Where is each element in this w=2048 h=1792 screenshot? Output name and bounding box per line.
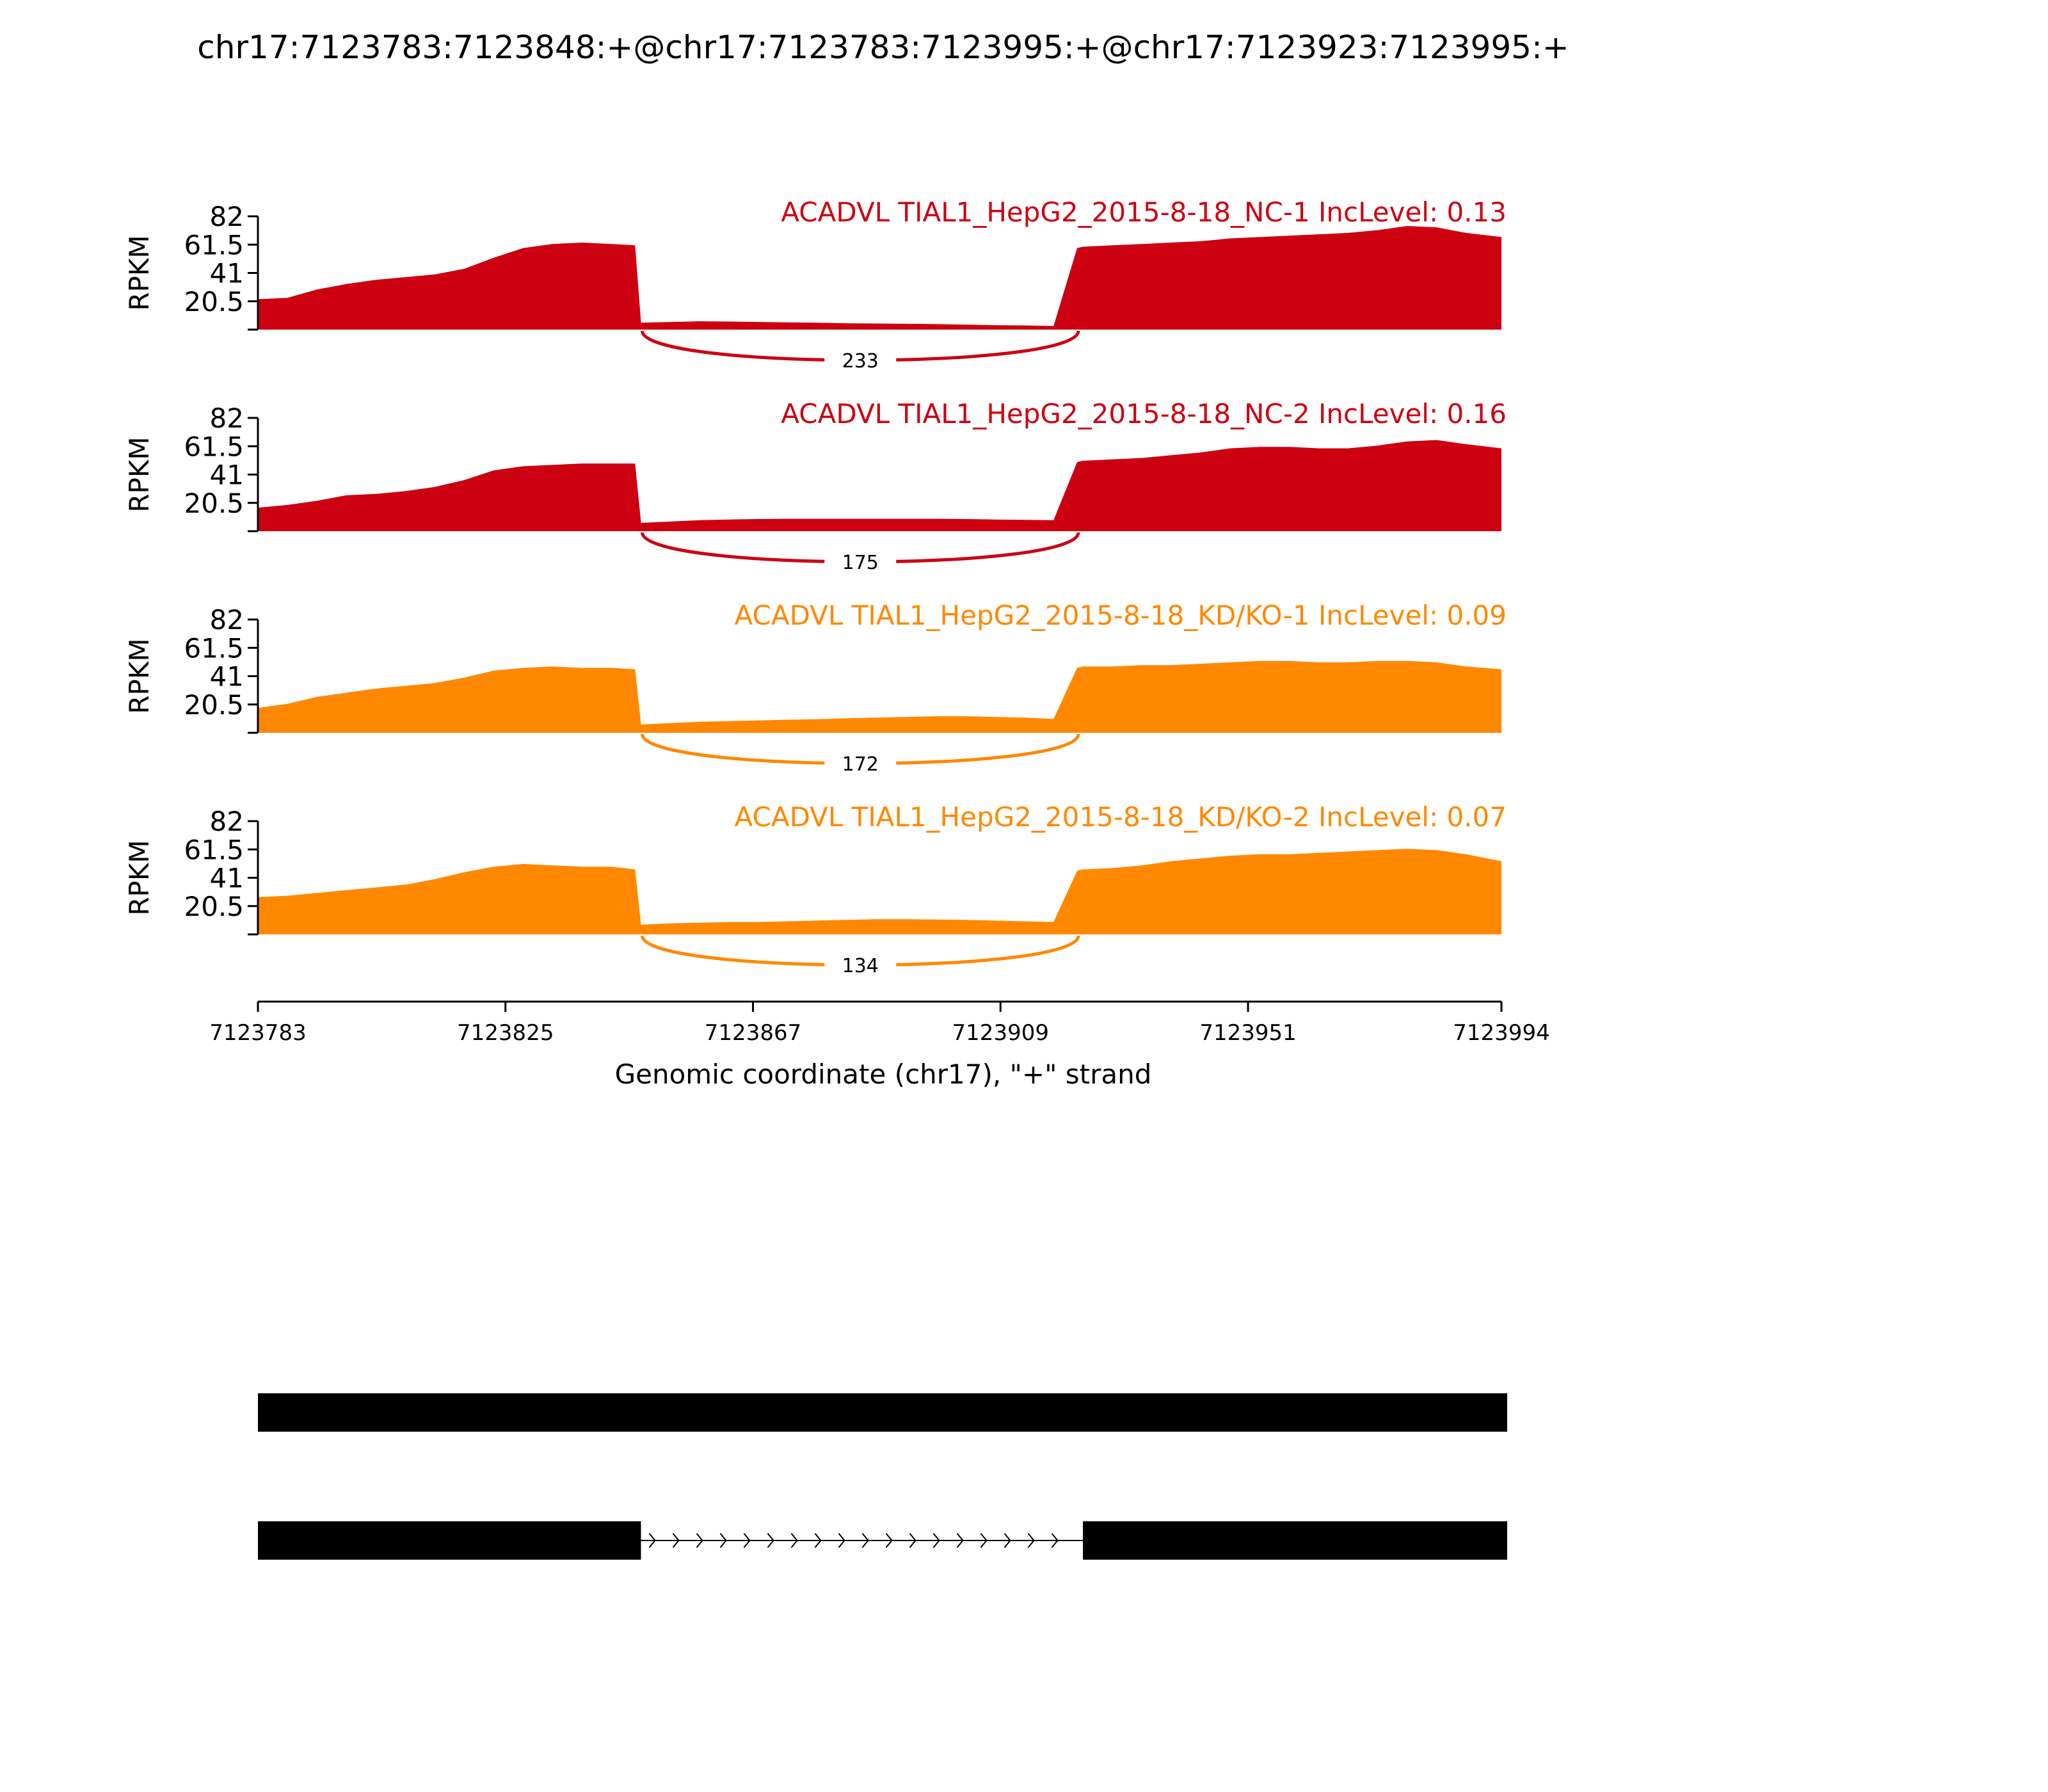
- y-tick-label: 61.5: [184, 632, 244, 664]
- strand-arrow: [672, 1533, 680, 1548]
- x-axis: 7123783 7123825 7123867 7123909 7123951 71239…: [209, 1000, 1550, 1046]
- exon-block: [258, 1521, 641, 1560]
- strand-arrow: [861, 1533, 869, 1548]
- strand-arrow: [814, 1533, 822, 1548]
- x-tick-label: 7123994: [1453, 1020, 1549, 1046]
- coverage-area: [258, 849, 1501, 934]
- y-tick-label: 41: [210, 258, 244, 289]
- strand-arrow: [1051, 1533, 1059, 1548]
- junction-label-bg: [824, 749, 897, 778]
- y-tick-label: 41: [210, 863, 244, 894]
- exon-block: [1083, 1521, 1507, 1560]
- y-tick-label: 82: [210, 806, 244, 837]
- y-tick-label: 61.5: [184, 834, 244, 865]
- sample-label: ACADVL TIAL1_HepG2_2015-8-18_NC-2 IncLev…: [781, 398, 1507, 429]
- y-axis-label: RPKM: [124, 840, 155, 915]
- chart-title: chr17:7123783:7123848:+@chr17:7123783:71…: [197, 29, 1569, 66]
- transcript: [258, 1393, 1507, 1432]
- strand-arrow: [1027, 1533, 1035, 1548]
- x-tick-label: 7123783: [209, 1020, 306, 1046]
- sample-label: ACADVL TIAL1_HepG2_2015-8-18_KD/KO-2 Inc…: [735, 801, 1507, 833]
- y-axis-label: RPKM: [124, 638, 155, 714]
- transcript: [258, 1521, 1507, 1560]
- junction-label-bg: [824, 346, 897, 374]
- strand-arrow: [885, 1533, 893, 1548]
- x-tick-label: 7123825: [457, 1020, 554, 1046]
- strand-arrow: [767, 1533, 774, 1548]
- strand-arrow: [790, 1533, 798, 1548]
- y-tick-label: 20.5: [184, 891, 244, 922]
- x-tick-label: 7123909: [952, 1020, 1049, 1046]
- strand-arrow: [956, 1533, 964, 1548]
- strand-arrow: [1004, 1533, 1011, 1548]
- x-axis-label: Genomic coordinate (chr17), "+" strand: [615, 1059, 1152, 1090]
- exon-block: [258, 1393, 1507, 1432]
- y-tick-label: 61.5: [184, 431, 244, 462]
- coverage-area: [258, 660, 1501, 733]
- junction-label-bg: [824, 548, 897, 576]
- transcript-models: [258, 1393, 1507, 1560]
- strand-arrow: [743, 1533, 751, 1548]
- y-tick-label: 20.5: [184, 286, 244, 317]
- sample-label: ACADVL TIAL1_HepG2_2015-8-18_KD/KO-1 Inc…: [735, 600, 1507, 631]
- y-tick-label: 20.5: [184, 689, 244, 721]
- x-tick-label: 7123951: [1199, 1020, 1296, 1046]
- y-axis-label: RPKM: [124, 436, 155, 512]
- strand-arrow: [696, 1533, 703, 1548]
- strand-arrow: [909, 1533, 916, 1548]
- coverage-area: [258, 440, 1501, 531]
- strand-arrow: [648, 1533, 656, 1548]
- strand-arrow: [980, 1533, 988, 1548]
- x-tick-label: 7123867: [705, 1020, 801, 1046]
- sample-label: ACADVL TIAL1_HepG2_2015-8-18_NC-1 IncLev…: [781, 196, 1507, 228]
- strand-arrow: [719, 1533, 727, 1548]
- y-tick-label: 82: [210, 201, 244, 232]
- junction-label-bg: [824, 951, 897, 979]
- junction-count: 233: [842, 350, 879, 372]
- strand-arrow: [838, 1533, 845, 1548]
- y-tick-label: 41: [210, 661, 244, 692]
- y-tick-label: 41: [210, 460, 244, 491]
- y-tick-label: 82: [210, 604, 244, 636]
- y-tick-label: 82: [210, 403, 244, 434]
- junction-count: 175: [842, 552, 879, 574]
- junction-count: 172: [842, 753, 879, 776]
- junction-count: 134: [842, 955, 879, 977]
- coverage-area: [258, 226, 1501, 330]
- strand-arrow: [932, 1533, 940, 1548]
- y-tick-label: 20.5: [184, 488, 244, 519]
- y-tick-label: 61.5: [184, 229, 244, 260]
- y-axis-label: RPKM: [124, 235, 155, 310]
